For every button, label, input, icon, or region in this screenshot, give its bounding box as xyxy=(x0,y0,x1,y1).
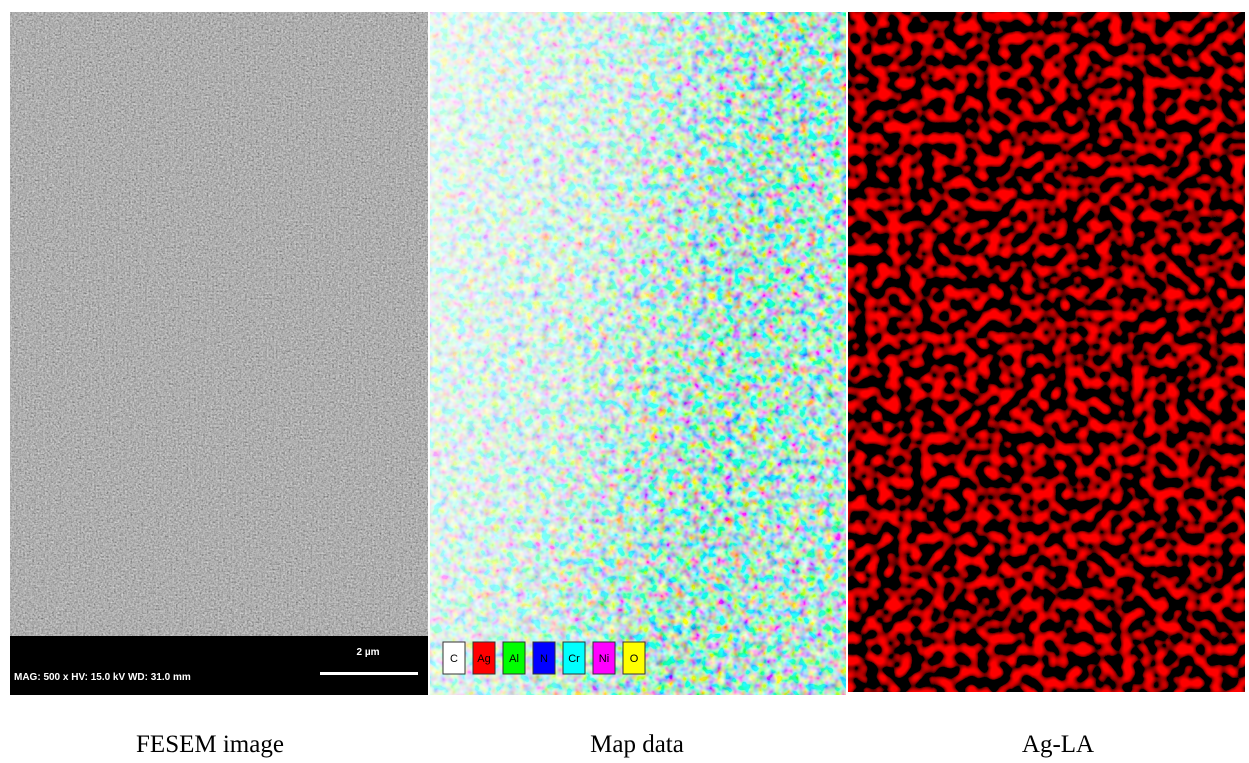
info-bar xyxy=(10,636,428,695)
legend-label: Cr xyxy=(568,653,580,665)
scale-bar xyxy=(320,672,418,675)
legend-label: O xyxy=(630,653,639,665)
ag-map xyxy=(848,12,1245,692)
legend-label: C xyxy=(450,653,458,665)
legend-label: Ag xyxy=(477,653,490,665)
info-text: MAG: 500 x HV: 15.0 kV WD: 31.0 mm xyxy=(14,672,191,683)
caption: FESEM image xyxy=(136,731,284,758)
scale-label: 2 µm xyxy=(357,647,380,658)
caption: Ag-LA xyxy=(1022,731,1094,758)
legend-label: Al xyxy=(509,653,519,665)
fesem-image xyxy=(10,12,428,636)
caption: Map data xyxy=(590,731,684,758)
legend-label: Ni xyxy=(599,653,609,665)
page: MAG: 500 x HV: 15.0 kV WD: 31.0 mm 2 µm … xyxy=(0,0,1249,763)
legend: C Ag Al N Cr Ni O xyxy=(443,642,645,674)
map-fade xyxy=(430,12,846,695)
figure: MAG: 500 x HV: 15.0 kV WD: 31.0 mm 2 µm … xyxy=(0,0,1249,763)
legend-label: N xyxy=(540,653,548,665)
